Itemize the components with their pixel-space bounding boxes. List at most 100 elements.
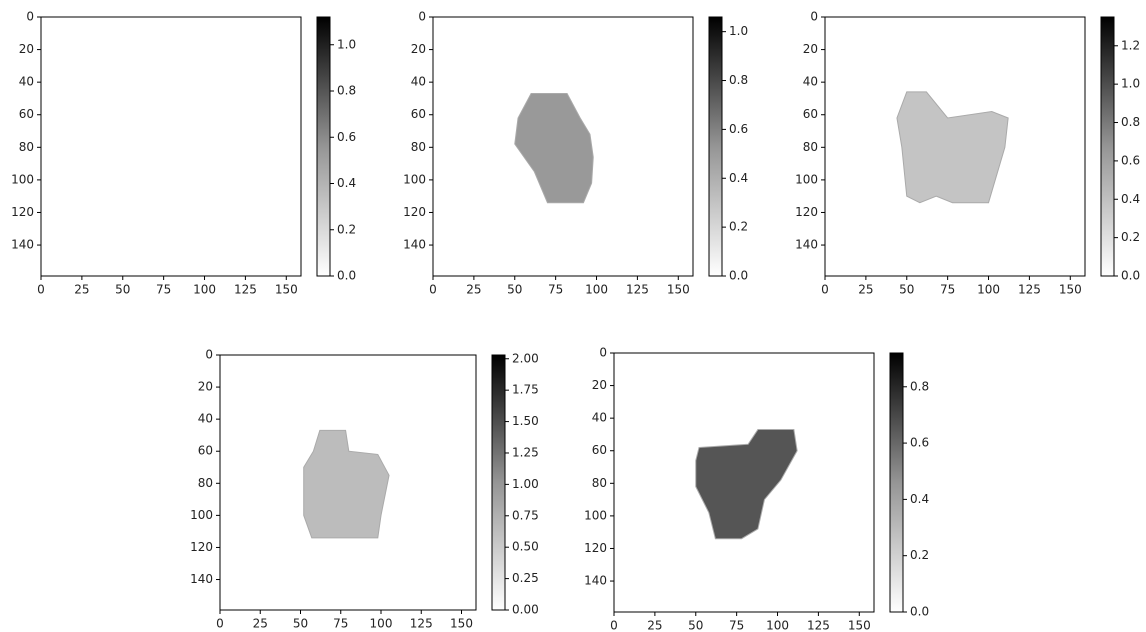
x-tick-label: 100	[370, 617, 393, 631]
colorbar-tick-label: 0.8	[337, 84, 356, 98]
colorbar-tick-label: 1.0	[729, 24, 748, 38]
y-tick-label: 80	[592, 476, 607, 490]
y-tick-label: 80	[411, 140, 426, 154]
y-tick-label: 0	[599, 346, 607, 360]
y-tick-label: 120	[584, 541, 607, 555]
colorbar	[491, 354, 506, 611]
y-tick-label: 20	[198, 380, 213, 394]
image-region	[695, 429, 798, 540]
colorbar-tick-label: 0.8	[910, 379, 929, 393]
colorbar-tick-label: 0.6	[910, 436, 929, 450]
y-tick-label: 80	[198, 476, 213, 490]
colorbar-tick-label: 0.8	[729, 73, 748, 87]
y-tick-label: 100	[795, 172, 818, 186]
y-tick-label: 100	[584, 508, 607, 522]
y-tick-label: 120	[403, 205, 426, 219]
x-tick-label: 100	[193, 283, 216, 297]
colorbar	[1100, 16, 1115, 277]
x-tick-label: 125	[626, 283, 649, 297]
x-tick-label: 125	[234, 283, 257, 297]
colorbar-tick-label: 1.00	[512, 477, 539, 491]
axes-frame	[40, 16, 302, 277]
y-tick-label: 20	[803, 42, 818, 56]
colorbar-tick-label: 0.4	[337, 176, 356, 190]
image-region	[514, 93, 594, 204]
y-tick-label: 0	[205, 348, 213, 362]
colorbar-tick-label: 0.25	[512, 571, 539, 585]
y-tick-label: 40	[803, 75, 818, 89]
colorbar-tick-label: 0.0	[337, 269, 356, 283]
y-tick-label: 140	[584, 574, 607, 588]
x-tick-label: 50	[507, 283, 522, 297]
colorbar-tick-label: 0.2	[729, 220, 748, 234]
x-tick-label: 50	[115, 283, 130, 297]
colorbar-tick-label: 1.50	[512, 414, 539, 428]
y-tick-label: 80	[803, 140, 818, 154]
colorbar-tick-label: 0.0	[1121, 269, 1140, 283]
y-tick-label: 100	[11, 172, 34, 186]
y-tick-label: 120	[11, 205, 34, 219]
axes-frame	[613, 352, 875, 613]
colorbar-tick-label: 0.00	[512, 603, 539, 617]
x-tick-label: 0	[216, 617, 224, 631]
colorbar-tick-label: 1.25	[512, 445, 539, 459]
x-tick-label: 50	[293, 617, 308, 631]
y-tick-label: 100	[403, 172, 426, 186]
x-tick-label: 0	[429, 283, 437, 297]
x-tick-label: 0	[37, 283, 45, 297]
y-tick-label: 60	[411, 107, 426, 121]
colorbar-tick-label: 1.2	[1121, 38, 1140, 52]
y-tick-label: 140	[190, 572, 213, 586]
y-tick-label: 0	[418, 10, 426, 24]
y-tick-label: 20	[592, 378, 607, 392]
x-tick-label: 100	[977, 283, 1000, 297]
y-tick-label: 140	[11, 238, 34, 252]
y-tick-label: 0	[810, 10, 818, 24]
y-tick-label: 40	[19, 75, 34, 89]
x-tick-label: 75	[333, 617, 348, 631]
x-tick-label: 75	[156, 283, 171, 297]
x-tick-label: 0	[610, 619, 618, 632]
y-tick-label: 120	[795, 205, 818, 219]
y-tick-label: 140	[403, 238, 426, 252]
x-tick-label: 0	[821, 283, 829, 297]
axes-frame	[824, 16, 1086, 277]
y-tick-label: 20	[19, 42, 34, 56]
colorbar-tick-label: 0.6	[1121, 153, 1140, 167]
colorbar-tick-label: 2.00	[512, 351, 539, 365]
colorbar-tick-label: 0.0	[729, 269, 748, 283]
image-region	[303, 429, 390, 539]
y-tick-label: 100	[190, 508, 213, 522]
colorbar-tick-label: 1.75	[512, 383, 539, 397]
colorbar-tick-label: 0.75	[512, 508, 539, 522]
colorbar-tick-label: 0.2	[1121, 230, 1140, 244]
x-tick-label: 125	[1018, 283, 1041, 297]
y-tick-label: 0	[26, 10, 34, 24]
x-tick-label: 150	[667, 283, 690, 297]
x-tick-label: 75	[940, 283, 955, 297]
colorbar	[708, 16, 723, 277]
colorbar-tick-label: 0.2	[337, 222, 356, 236]
x-tick-label: 100	[766, 619, 789, 632]
x-tick-label: 125	[410, 617, 433, 631]
x-tick-label: 150	[1059, 283, 1082, 297]
y-tick-label: 80	[19, 140, 34, 154]
colorbar-tick-label: 0.2	[910, 548, 929, 562]
axes-frame	[432, 16, 694, 277]
x-tick-label: 25	[466, 283, 481, 297]
colorbar-tick-label: 0.0	[910, 605, 929, 619]
x-tick-label: 150	[450, 617, 473, 631]
colorbar-tick-label: 1.0	[1121, 77, 1140, 91]
y-tick-label: 140	[795, 238, 818, 252]
x-tick-label: 50	[688, 619, 703, 632]
image-region	[896, 91, 1009, 204]
colorbar-tick-label: 1.0	[337, 37, 356, 51]
y-tick-label: 40	[411, 75, 426, 89]
y-tick-label: 60	[592, 443, 607, 457]
x-tick-label: 25	[253, 617, 268, 631]
x-tick-label: 75	[548, 283, 563, 297]
image-area	[41, 17, 301, 276]
x-tick-label: 150	[275, 283, 298, 297]
x-tick-label: 150	[848, 619, 871, 632]
